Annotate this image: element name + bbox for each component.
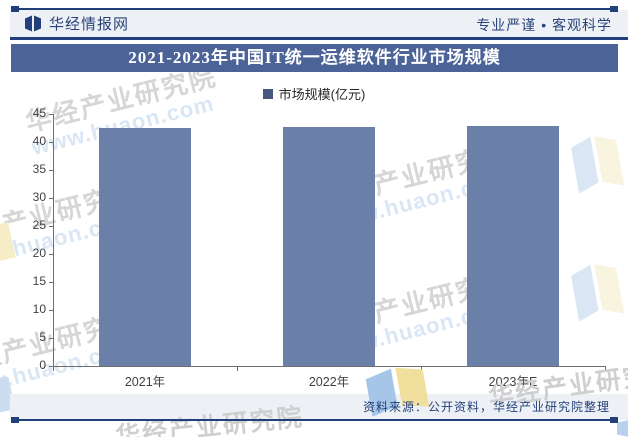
legend-label: 市场规模(亿元) xyxy=(278,87,366,102)
y-tick-label: 15 xyxy=(32,274,46,288)
header-bottom-rule xyxy=(10,37,628,40)
y-tick xyxy=(49,310,53,311)
legend-swatch xyxy=(262,88,273,99)
header-brand: 华经情报网 xyxy=(24,13,129,34)
y-tick xyxy=(49,282,53,283)
y-tick xyxy=(49,338,53,339)
header-slogan: 专业严谨 • 客观科学 xyxy=(476,17,612,33)
x-tick xyxy=(53,366,54,371)
y-tick-label: 5 xyxy=(39,330,46,344)
y-tick-label: 10 xyxy=(32,302,46,316)
x-tick xyxy=(237,366,238,371)
footer-rule-cap-right xyxy=(610,417,618,423)
y-tick xyxy=(49,142,53,143)
header-top-rule xyxy=(11,8,618,10)
bar-2023年E xyxy=(467,126,559,366)
category-label: 2021年 xyxy=(124,375,166,389)
y-tick-label: 20 xyxy=(32,246,46,260)
header-band xyxy=(10,10,628,37)
category-label: 2022年 xyxy=(308,375,350,389)
chart-legend: 市场规模(亿元) xyxy=(0,84,628,103)
footer-rule xyxy=(11,419,611,421)
brand-name: 华经情报网 xyxy=(49,16,130,33)
brand-logo-icon xyxy=(25,15,41,32)
header-rule-cap-right xyxy=(610,6,618,12)
y-tick xyxy=(49,170,53,171)
category-label: 2023年E xyxy=(488,375,538,389)
bar-2021年 xyxy=(99,128,191,366)
y-tick xyxy=(49,114,53,115)
footer-rule-cap-left xyxy=(11,417,19,423)
y-tick-label: 40 xyxy=(32,134,46,148)
x-tick xyxy=(605,366,606,371)
x-tick xyxy=(421,366,422,371)
y-tick-label: 45 xyxy=(32,106,46,120)
bar-2022年 xyxy=(283,127,375,366)
y-tick-label: 30 xyxy=(32,190,46,204)
y-tick-label: 35 xyxy=(32,162,46,176)
chart-title-bar: 2021-2023年中国IT统一运维软件行业市场规模 xyxy=(11,44,618,72)
y-axis xyxy=(53,114,54,367)
footer-band xyxy=(10,394,628,420)
y-tick xyxy=(49,226,53,227)
y-tick-label: 25 xyxy=(32,218,46,232)
y-tick xyxy=(49,198,53,199)
y-tick xyxy=(49,254,53,255)
y-tick-label: 0 xyxy=(39,358,46,372)
header-rule-cap-left xyxy=(11,6,19,12)
y-tick xyxy=(49,366,53,367)
x-axis xyxy=(53,366,606,367)
footer-source: 资料来源：公开资料，华经产业研究院整理 xyxy=(362,400,610,414)
